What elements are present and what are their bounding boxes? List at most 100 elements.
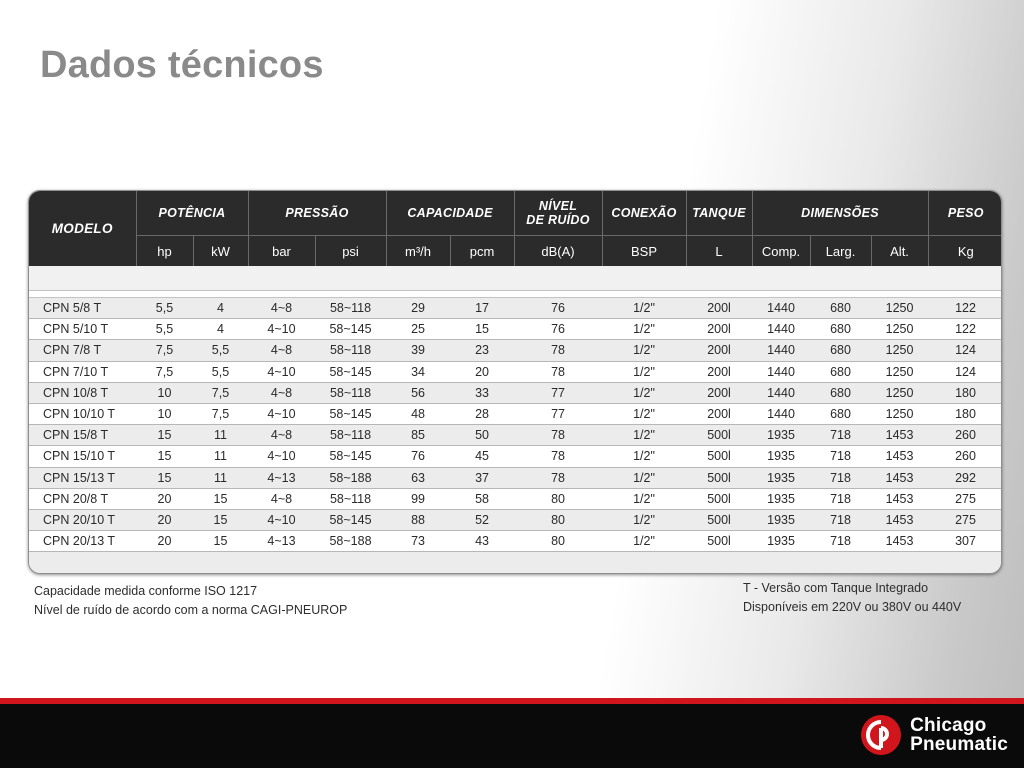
table-cell: 1/2" [602,339,687,362]
table-cell: 4~8 [248,382,315,404]
table-row: CPN 20/10 T 20 15 4~10 58~145 88 52 80 1/2" 500l 1… [29,509,1001,532]
header-dimensoes: DIMENSÕES [751,191,929,236]
table-cell: 5,5 [193,361,248,383]
table-cell: 11 [193,467,248,489]
table-cell: 1250 [871,382,929,404]
table-spacer [29,266,1001,291]
table-cell: 122 [928,297,1001,320]
table-cell: 45 [450,445,515,468]
table-cell: 80 [514,488,603,510]
table-cell: 15 [136,467,193,489]
header-conexao: CONEXÃO [601,191,687,236]
table-row: CPN 15/13 T 15 11 4~13 58~188 63 37 78 1/2" 500l 1… [29,467,1001,489]
table-cell: 80 [514,509,603,532]
unit-header: pcm [449,235,515,266]
table-cell: 4 [193,297,248,320]
table-cell: 7,5 [193,382,248,404]
model-cell: CPN 5/8 T [29,297,136,320]
table-row: CPN 20/8 T 20 15 4~8 58~118 99 58 80 1/2" 500l 193… [29,488,1001,510]
table-cell: 200l [686,318,753,341]
table-cell: 20 [136,488,193,510]
table-cell: 200l [686,361,753,383]
table-cell: 4~8 [248,297,315,320]
table-cell: 28 [450,403,515,426]
model-cell: CPN 20/8 T [29,488,136,510]
unit-header: kW [192,235,248,266]
table-cell: 718 [810,530,872,553]
table-cell: 4~13 [248,530,315,553]
header-nivel-ruido-line2: DE RUÍDO [526,213,590,227]
table-cell: 500l [686,467,753,489]
table-cell: 77 [514,403,603,426]
table-cell: 180 [928,382,1001,404]
table-row: CPN 15/10 T 15 11 4~10 58~145 76 45 78 1/2" 500l 1… [29,445,1001,468]
table-cell: 58~145 [315,509,387,532]
table-cell: 1/2" [602,318,687,341]
table-spacer [29,290,1001,298]
table-cell: 17 [450,297,515,320]
table-cell: 39 [386,339,451,362]
table-cell: 1440 [752,339,811,362]
table-cell: 1935 [752,509,811,532]
table-cell: 122 [928,318,1001,341]
table-cell: 80 [514,530,603,553]
table-cell: 124 [928,339,1001,362]
table-cell: 1935 [752,424,811,447]
table-cell: 500l [686,509,753,532]
footnotes-left: Capacidade medida conforme ISO 1217 Níve… [34,582,347,620]
table-cell: 20 [136,509,193,532]
table-cell: 58~118 [315,297,387,320]
table-cell: 200l [686,403,753,426]
table-cell: 58~145 [315,445,387,468]
note-noise: Nível de ruído de acordo com a norma CAG… [34,603,348,617]
table-cell: 1/2" [602,424,687,447]
table-cell: 58~145 [315,318,387,341]
table-cell: 1/2" [602,382,687,404]
table-cell: 73 [386,530,451,553]
table-cell: 15 [193,530,248,553]
table-cell: 50 [450,424,515,447]
unit-header: Larg. [809,235,872,266]
table-cell: 4~8 [248,424,315,447]
table-row: CPN 7/8 T 7,5 5,5 4~8 58~118 39 23 78 1/2" 200l 14… [29,339,1001,362]
table-cell: 7,5 [136,361,193,383]
technical-data-table: MODELO POTÊNCIA PRESSÃO CAPACIDADE NÍVEL… [28,190,1002,574]
table-cell: 58~188 [315,467,387,489]
table-cell: 1935 [752,445,811,468]
header-potencia: POTÊNCIA [135,191,248,236]
brand-name-line2: Pneumatic [910,734,1008,755]
table-cell: 200l [686,297,753,320]
table-cell: 1250 [871,339,929,362]
model-cell: CPN 20/10 T [29,509,136,532]
table-cell: 78 [514,339,603,362]
model-cell: CPN 20/13 T [29,530,136,553]
table-cell: 15 [136,424,193,447]
table-row: CPN 10/8 T 10 7,5 4~8 58~118 56 33 77 1/2" 200l 14… [29,382,1001,404]
table-cell: 718 [810,424,872,447]
table-cell: 58~118 [315,382,387,404]
table-cell: 680 [810,297,872,320]
table-cell: 1/2" [602,488,687,510]
note-tank-version: T - Versão com Tanque Integrado [743,581,929,595]
footer-red-line [0,698,1024,704]
model-cell: CPN 15/10 T [29,445,136,468]
table-cell: 275 [928,509,1001,532]
header-modelo: MODELO [29,191,136,266]
table-cell: 43 [450,530,515,553]
header-tanque: TANQUE [685,191,753,236]
table-cell: 500l [686,488,753,510]
table-cell: 1440 [752,382,811,404]
table-cell: 4~10 [248,403,315,426]
table-cell: 4~10 [248,361,315,383]
table-row: CPN 7/10 T 7,5 5,5 4~10 58~145 34 20 78 1/2" 200l… [29,361,1001,383]
header-nivel-ruido: NÍVEL DE RUÍDO [513,191,603,236]
table-cell: 1250 [871,318,929,341]
table-cell: 58~118 [315,488,387,510]
table-cell: 275 [928,488,1001,510]
model-cell: CPN 10/8 T [29,382,136,404]
table-cell: 58~145 [315,361,387,383]
note-capacity: Capacidade medida conforme ISO 1217 [34,584,258,598]
table-cell: 58~145 [315,403,387,426]
table-cell: 48 [386,403,451,426]
model-cell: CPN 15/8 T [29,424,136,447]
